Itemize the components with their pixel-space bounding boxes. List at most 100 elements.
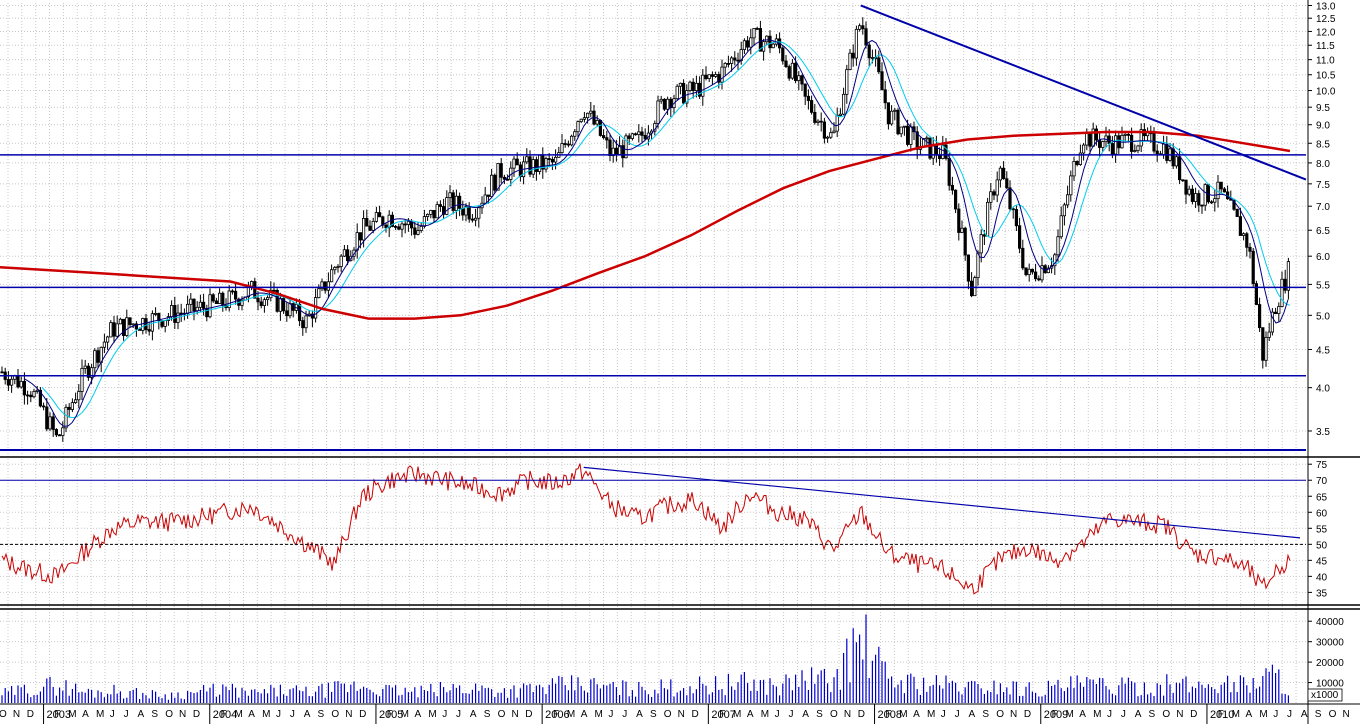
candle-body [166,316,170,321]
candle-body [393,226,398,228]
candle-body [29,394,33,398]
month-label: M [262,709,270,720]
candle-body [701,74,705,97]
candle-body [829,132,833,138]
price-tick-label: 5.0 [1316,311,1330,322]
candle-body [406,221,411,225]
year-label: 2008 [878,709,902,721]
candle-body [74,399,78,404]
candle-body [365,217,369,227]
candle-body [698,82,702,97]
candle-body [42,405,46,408]
candle-body [749,37,753,48]
month-label: F [719,709,725,720]
candle-body [1200,204,1204,207]
price-trendline [860,4,1307,181]
candle-body [134,323,138,330]
candle-body [496,163,500,191]
candle-body [291,303,295,311]
candle-body [726,62,731,65]
candle-body [1002,167,1006,180]
candle-body [1053,254,1057,267]
candle-body [838,113,843,116]
month-label: S [1315,709,1322,720]
candle-body [797,75,801,81]
month-label: M [96,709,104,720]
oscillator-tick-label: 40 [1316,572,1328,583]
candle-body [32,391,36,398]
candle-body [1254,283,1258,305]
candle-body [413,227,417,235]
candle-body [102,341,106,348]
month-label: M [401,709,409,720]
candle-body [1210,201,1214,204]
candle-body [694,82,699,92]
candle-body [899,126,903,135]
candle-body [1165,143,1169,161]
candle-body [752,28,756,39]
candle-body [525,156,529,163]
candle-body [963,227,967,256]
candle-body [1008,187,1012,210]
candle-body [544,158,548,170]
candle-body [1075,161,1079,165]
candle-body [278,298,283,312]
candle-body [842,93,846,115]
candle-body [198,301,202,308]
month-label: D [858,709,865,720]
month-label: A [82,709,89,720]
candle-body [233,290,238,300]
year-label: 2005 [379,709,403,721]
candle-body [86,365,90,378]
candle-body [489,174,494,197]
candle-body [950,184,955,191]
candle-body [627,135,631,139]
candle-body [22,380,27,396]
candle-body [986,201,990,237]
month-label: N [844,709,851,720]
candle-body [909,126,913,145]
candle-body [288,303,292,317]
candle-body [1098,139,1102,148]
candle-body [1114,135,1118,155]
candle-body [806,95,811,101]
price-tick-label: 12.5 [1316,14,1336,25]
candle-body [281,298,286,312]
candle-body [624,135,628,159]
candle-body [790,62,795,79]
month-label: A [470,709,477,720]
price-tick-label: 12.0 [1316,27,1336,38]
candle-body [1014,209,1019,227]
candle-body [131,323,135,326]
candle-body [1030,268,1034,273]
candle-body [890,110,894,125]
month-label: O [165,709,173,720]
candle-body [1046,267,1050,274]
candle-body [704,74,708,79]
year-label: 2003 [47,709,71,721]
month-label: M [761,709,769,720]
candle-body [45,406,49,430]
candle-body [195,306,199,312]
candle-body [451,192,455,211]
candle-body [710,74,715,77]
candle-body [221,292,225,306]
candle-body [928,137,932,159]
candle-body [25,394,30,397]
candle-body [310,313,315,319]
candle-body [1088,132,1092,147]
price-tick-label: 10.5 [1316,71,1336,82]
candle-body [982,234,987,237]
month-label: J [110,709,115,720]
month-label: J [1121,709,1126,720]
candle-body [573,131,577,137]
candle-body [717,74,721,83]
candle-body [301,320,305,329]
month-label: J [775,709,780,720]
month-label: N [1010,709,1017,720]
candle-body [608,139,612,157]
candle-body [1286,261,1290,291]
month-label: A [1135,709,1142,720]
candle-body [877,57,881,73]
